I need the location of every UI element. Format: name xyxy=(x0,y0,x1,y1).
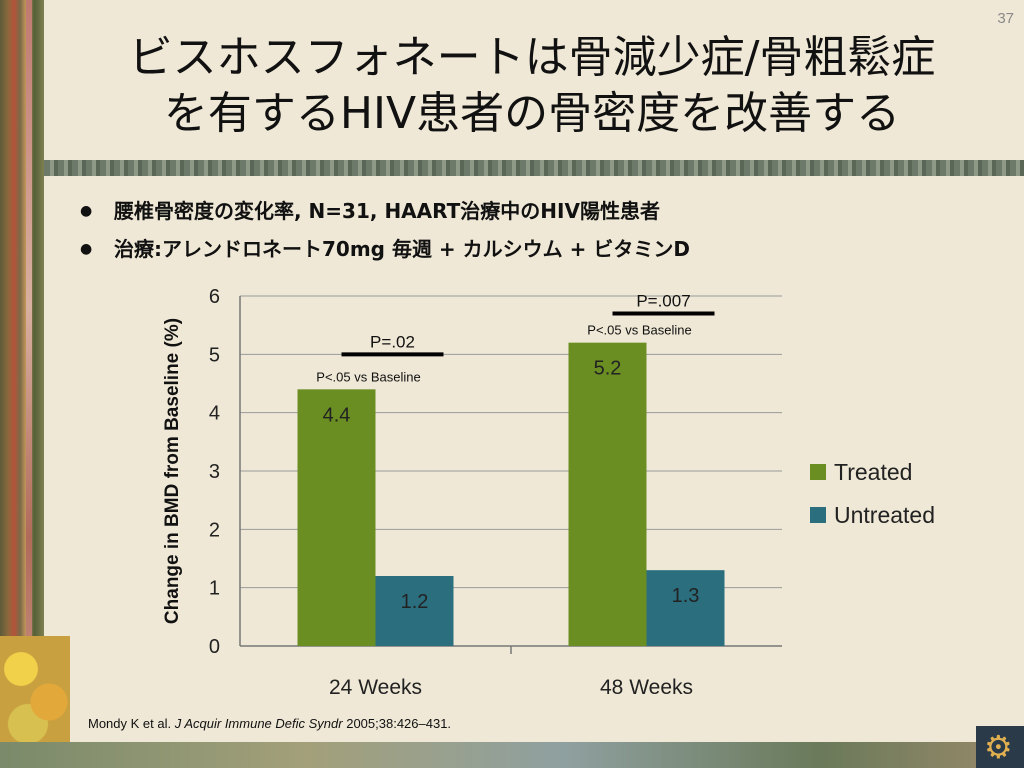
x-tick-label: 48 Weeks xyxy=(600,676,693,699)
bar-untreated xyxy=(646,570,725,646)
legend-swatch xyxy=(810,507,826,523)
citation: Mondy K et al. J Acquir Immune Defic Syn… xyxy=(88,716,451,731)
slide-title: ビスホスフォネートは骨減少症/骨粗鬆症 を有するHIV患者の骨密度を改善する xyxy=(60,30,1004,142)
bar-treated xyxy=(297,389,376,646)
comparison-annotation: P=.02 xyxy=(370,332,415,351)
citation-journal: J Acquir Immune Defic Syndr xyxy=(174,716,343,731)
y-axis-title: Change in BMD from Baseline (%) xyxy=(162,318,183,624)
bullet-item: ● 治療:アレンドロネート70mg 毎週 + カルシウム + ビタミンD xyxy=(80,230,1000,268)
gear-logo: ⚙ xyxy=(976,726,1024,768)
decorative-leaf-image xyxy=(0,636,70,746)
title-line-2: を有するHIV患者の骨密度を改善する xyxy=(163,88,901,139)
y-tick-label: 5 xyxy=(209,344,220,366)
decorative-header-bar xyxy=(44,160,1024,176)
bar-untreated xyxy=(375,576,454,646)
decorative-bottom-strip xyxy=(0,742,1024,768)
y-tick-label: 3 xyxy=(209,461,220,483)
citation-authors: Mondy K et al. xyxy=(88,716,172,731)
title-line-1: ビスホスフォネートは骨減少症/骨粗鬆症 xyxy=(128,32,936,83)
bullet-dot-icon: ● xyxy=(80,241,93,257)
baseline-annotation: P<.05 vs Baseline xyxy=(316,369,420,384)
x-tick-label: 24 Weeks xyxy=(329,676,422,699)
bullet-text: 腰椎骨密度の変化率, N=31, HAART治療中のHIV陽性患者 xyxy=(114,199,660,223)
bullet-item: ● 腰椎骨密度の変化率, N=31, HAART治療中のHIV陽性患者 xyxy=(80,192,1000,230)
y-tick-label: 0 xyxy=(209,636,220,658)
bar-chart: 0 1 2 3 4 5 6 4.4 1.2 24 Weeks P<.05 vs Baseline P=… xyxy=(162,286,935,699)
data-label: 5.2 xyxy=(594,358,622,380)
y-tick-label: 6 xyxy=(209,286,220,308)
gear-icon: ⚙ xyxy=(984,728,1013,766)
y-tick-label: 4 xyxy=(209,403,220,425)
bar-treated xyxy=(568,342,647,646)
data-label: 1.2 xyxy=(401,591,429,613)
legend-swatch xyxy=(810,464,826,480)
slide-number: 37 xyxy=(997,10,1014,27)
y-tick-label: 1 xyxy=(209,578,220,600)
bullet-dot-icon: ● xyxy=(80,203,93,219)
citation-details: 2005;38:426–431. xyxy=(346,716,452,731)
legend-label: Untreated xyxy=(834,502,935,528)
bullet-list: ● 腰椎骨密度の変化率, N=31, HAART治療中のHIV陽性患者 ● 治療:ア… xyxy=(80,192,1000,268)
data-label: 1.3 xyxy=(672,585,700,607)
bullet-text: 治療:アレンドロネート70mg 毎週 + カルシウム + ビタミンD xyxy=(114,237,690,261)
comparison-annotation: P=.007 xyxy=(636,292,690,311)
baseline-annotation: P<.05 vs Baseline xyxy=(587,323,691,338)
y-tick-label: 2 xyxy=(209,519,220,541)
legend-label: Treated xyxy=(834,459,912,485)
data-label: 4.4 xyxy=(323,404,351,426)
